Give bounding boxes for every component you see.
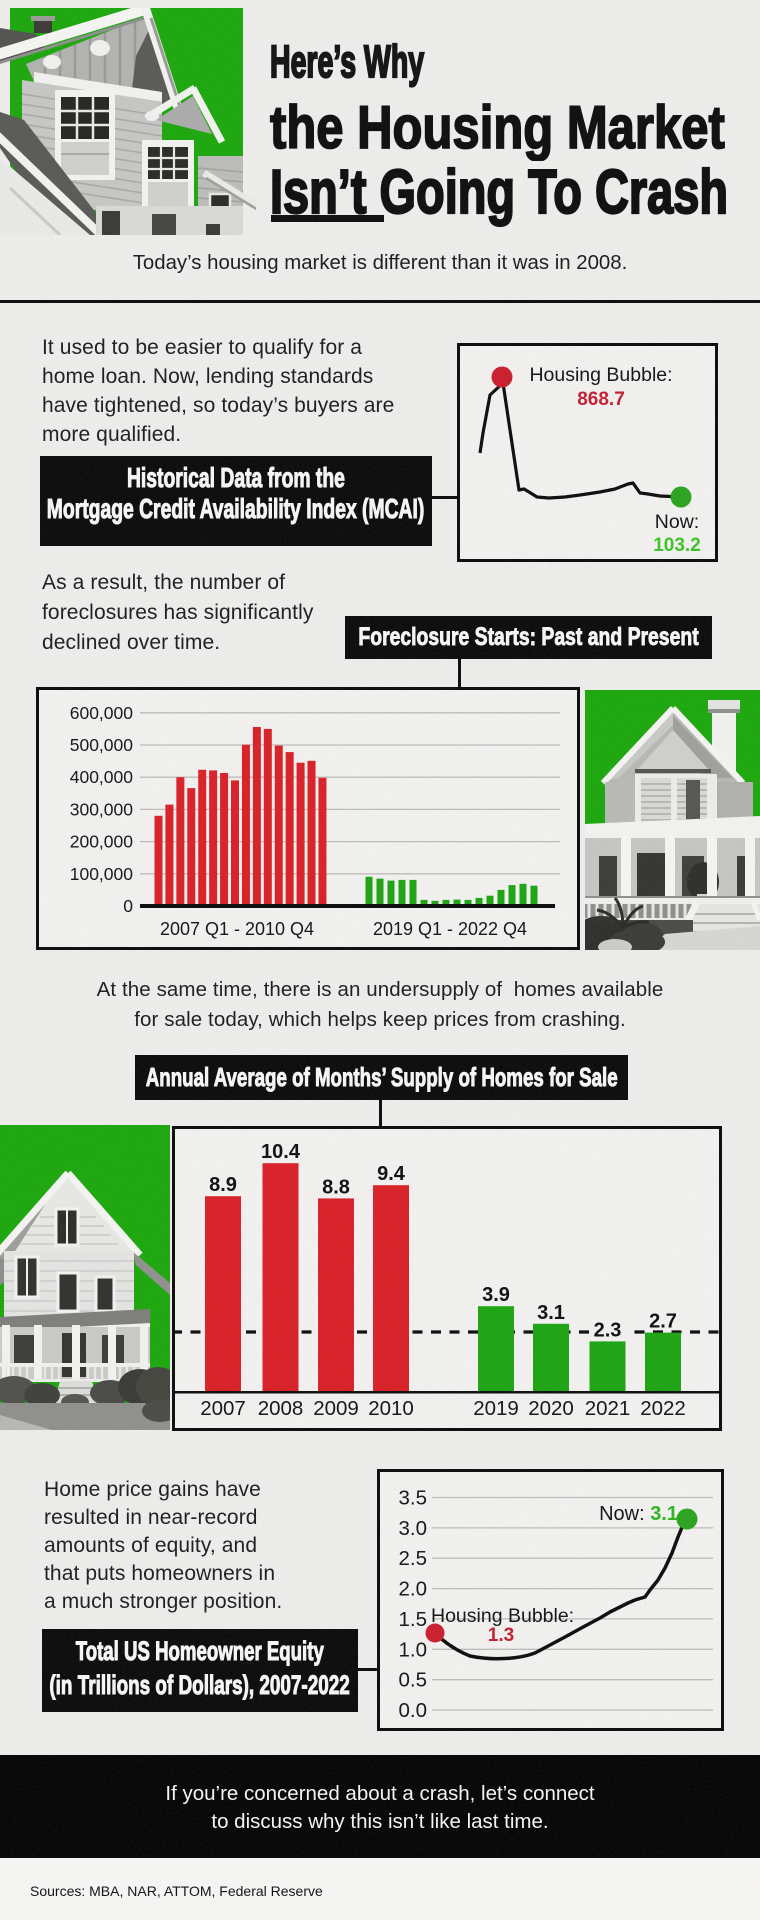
svg-text:103.2: 103.2 [653,535,701,556]
svg-text:400,000: 400,000 [70,767,134,787]
svg-text:2019 Q1 - 2022 Q4: 2019 Q1 - 2022 Q4 [373,919,527,939]
svg-text:0.5: 0.5 [399,1669,428,1692]
svg-text:2009: 2009 [313,1397,359,1420]
svg-text:0: 0 [123,896,133,916]
svg-text:2.7: 2.7 [649,1311,677,1333]
svg-text:Now: 3.1: Now: 3.1 [599,1503,678,1525]
svg-text:600,000: 600,000 [70,703,134,723]
svg-text:2.3: 2.3 [594,1319,622,1341]
svg-text:2008: 2008 [258,1397,304,1420]
svg-text:2010: 2010 [368,1397,414,1420]
svg-text:200,000: 200,000 [70,832,134,852]
svg-text:1.3: 1.3 [488,1625,514,1646]
svg-text:3.1: 3.1 [537,1302,565,1324]
svg-text:868.7: 868.7 [577,389,625,410]
svg-text:2.0: 2.0 [399,1578,428,1601]
svg-text:3.9: 3.9 [482,1284,510,1306]
svg-text:500,000: 500,000 [70,735,134,755]
svg-text:100,000: 100,000 [70,864,134,884]
svg-text:2020: 2020 [528,1397,574,1420]
svg-text:10.4: 10.4 [261,1141,301,1163]
svg-text:1.5: 1.5 [399,1608,428,1631]
svg-text:9.4: 9.4 [377,1163,406,1185]
svg-text:2022: 2022 [640,1397,686,1420]
svg-text:3.5: 3.5 [399,1487,428,1510]
svg-text:Now:: Now: [655,511,699,533]
svg-text:2021: 2021 [585,1397,631,1420]
svg-text:8.9: 8.9 [209,1174,237,1196]
svg-text:1.0: 1.0 [399,1638,428,1661]
svg-text:3.0: 3.0 [399,1517,428,1540]
svg-text:Housing Bubble:: Housing Bubble: [529,364,672,386]
svg-text:2007: 2007 [200,1397,246,1420]
svg-text:2019: 2019 [473,1397,519,1420]
svg-text:300,000: 300,000 [70,799,134,819]
svg-text:2007 Q1 - 2010 Q4: 2007 Q1 - 2010 Q4 [160,919,314,939]
svg-text:2.5: 2.5 [399,1547,428,1570]
svg-text:8.8: 8.8 [322,1176,350,1198]
svg-text:Housing Bubble:: Housing Bubble: [431,1605,574,1627]
svg-text:0.0: 0.0 [399,1699,428,1722]
